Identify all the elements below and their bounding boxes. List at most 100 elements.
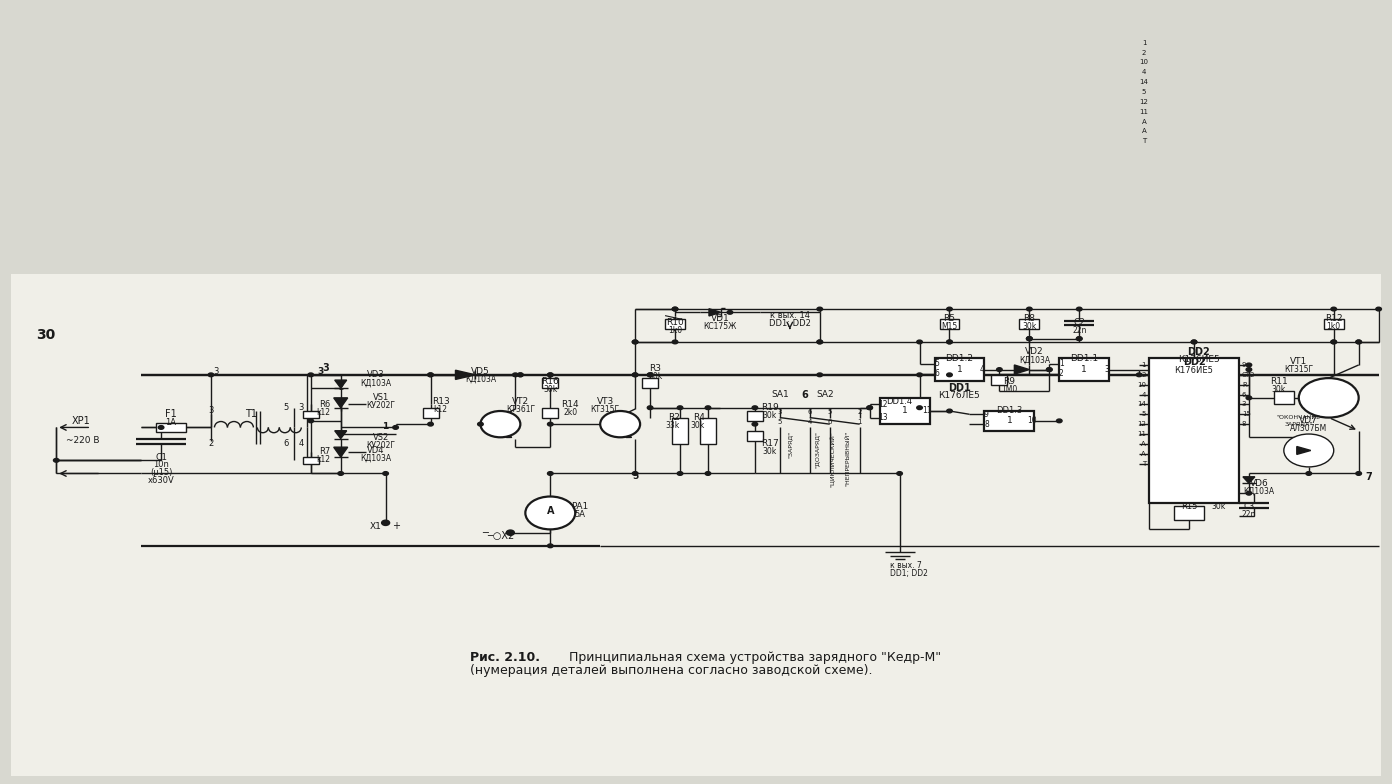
FancyBboxPatch shape <box>11 274 1381 776</box>
Text: 7: 7 <box>1366 472 1373 482</box>
Bar <box>748 411 763 421</box>
Circle shape <box>1331 340 1336 343</box>
Circle shape <box>632 340 638 343</box>
Text: VD6: VD6 <box>1250 479 1268 488</box>
Circle shape <box>547 373 553 376</box>
Circle shape <box>1026 337 1031 340</box>
Text: VD4: VD4 <box>367 446 384 455</box>
Circle shape <box>867 406 873 409</box>
Circle shape <box>632 472 638 475</box>
Text: 30: 30 <box>36 328 56 343</box>
Circle shape <box>947 307 952 311</box>
Circle shape <box>896 472 902 475</box>
Polygon shape <box>1243 477 1254 484</box>
Circle shape <box>1299 378 1359 418</box>
Circle shape <box>1246 492 1251 495</box>
Text: 5А: 5А <box>575 510 586 519</box>
Text: 2: 2 <box>1141 49 1146 56</box>
Text: R13: R13 <box>432 397 450 405</box>
Text: VD1: VD1 <box>710 314 729 324</box>
Text: 1: 1 <box>1082 365 1087 374</box>
Polygon shape <box>1015 365 1029 374</box>
Circle shape <box>632 373 638 376</box>
Text: 30k: 30k <box>763 411 777 420</box>
Circle shape <box>383 472 388 475</box>
Circle shape <box>1356 472 1361 475</box>
Circle shape <box>706 406 711 409</box>
Text: КТ315Г: КТ315Г <box>590 405 619 413</box>
Text: 22n: 22n <box>1072 325 1086 335</box>
Polygon shape <box>709 309 721 316</box>
Text: КТ315Г: КТ315Г <box>1285 365 1314 374</box>
Text: 2: 2 <box>857 409 862 416</box>
Text: 30k: 30k <box>543 385 557 394</box>
Text: 10n: 10n <box>153 460 168 470</box>
Text: R17: R17 <box>761 439 778 448</box>
Text: T1: T1 <box>245 409 258 419</box>
Text: 11: 11 <box>1140 109 1148 114</box>
Circle shape <box>209 373 214 376</box>
Text: 6: 6 <box>283 439 288 448</box>
Circle shape <box>427 373 433 376</box>
Circle shape <box>1076 337 1082 340</box>
Text: R3: R3 <box>649 364 661 372</box>
Circle shape <box>672 307 678 311</box>
Text: 1k0: 1k0 <box>668 325 682 335</box>
Text: 8: 8 <box>1242 421 1246 427</box>
Circle shape <box>1026 337 1031 340</box>
Circle shape <box>393 426 398 430</box>
Text: КС175Ж: КС175Ж <box>703 322 736 332</box>
Circle shape <box>547 373 553 376</box>
Text: 3: 3 <box>317 367 324 376</box>
Circle shape <box>1356 340 1361 343</box>
Text: 1: 1 <box>956 365 962 374</box>
Circle shape <box>1057 419 1062 423</box>
Text: 1: 1 <box>1141 362 1146 368</box>
Text: x630V: x630V <box>148 476 174 485</box>
Circle shape <box>427 423 433 426</box>
Text: VS2: VS2 <box>373 433 388 442</box>
Text: К176ИЕ5: К176ИЕ5 <box>1178 355 1219 365</box>
Circle shape <box>1192 340 1197 343</box>
Text: 15: 15 <box>1242 412 1251 417</box>
Polygon shape <box>334 447 348 457</box>
Text: R6: R6 <box>320 400 331 409</box>
Text: Х1: Х1 <box>370 521 381 531</box>
Text: 4: 4 <box>1141 391 1146 397</box>
Circle shape <box>547 423 553 426</box>
Text: DD1; DD2: DD1; DD2 <box>889 569 927 578</box>
Circle shape <box>917 373 923 376</box>
Text: A: A <box>1141 118 1147 125</box>
Circle shape <box>947 340 952 343</box>
Circle shape <box>1306 472 1311 475</box>
Text: (μ15): (μ15) <box>150 468 173 477</box>
Polygon shape <box>1297 447 1311 455</box>
Circle shape <box>817 340 823 343</box>
Circle shape <box>672 340 678 343</box>
Text: "ЗАРЯД": "ЗАРЯД" <box>788 430 792 458</box>
Text: 1: 1 <box>383 422 388 430</box>
Text: VD5: VD5 <box>470 367 490 376</box>
Text: R11: R11 <box>1270 377 1288 386</box>
Bar <box>700 418 715 444</box>
Text: R16: R16 <box>541 377 560 386</box>
Text: 4: 4 <box>298 439 303 448</box>
Text: R4: R4 <box>693 413 704 422</box>
Text: КД103А: КД103А <box>361 378 391 387</box>
Text: 30k: 30k <box>690 421 704 430</box>
Text: k12: k12 <box>317 456 331 464</box>
Text: 12: 12 <box>1140 99 1148 105</box>
Circle shape <box>518 373 523 376</box>
Text: 10: 10 <box>1140 60 1148 65</box>
Text: DD1.1: DD1.1 <box>1070 354 1098 363</box>
Circle shape <box>547 472 553 475</box>
Text: R15: R15 <box>1180 502 1197 511</box>
Circle shape <box>1026 307 1031 311</box>
Circle shape <box>507 530 515 535</box>
Text: 3: 3 <box>778 409 782 416</box>
Circle shape <box>1246 396 1251 400</box>
Text: 5: 5 <box>632 472 639 481</box>
Text: 11: 11 <box>1137 431 1146 437</box>
Text: R: R <box>1242 382 1247 388</box>
Text: XP1: XP1 <box>71 416 90 426</box>
